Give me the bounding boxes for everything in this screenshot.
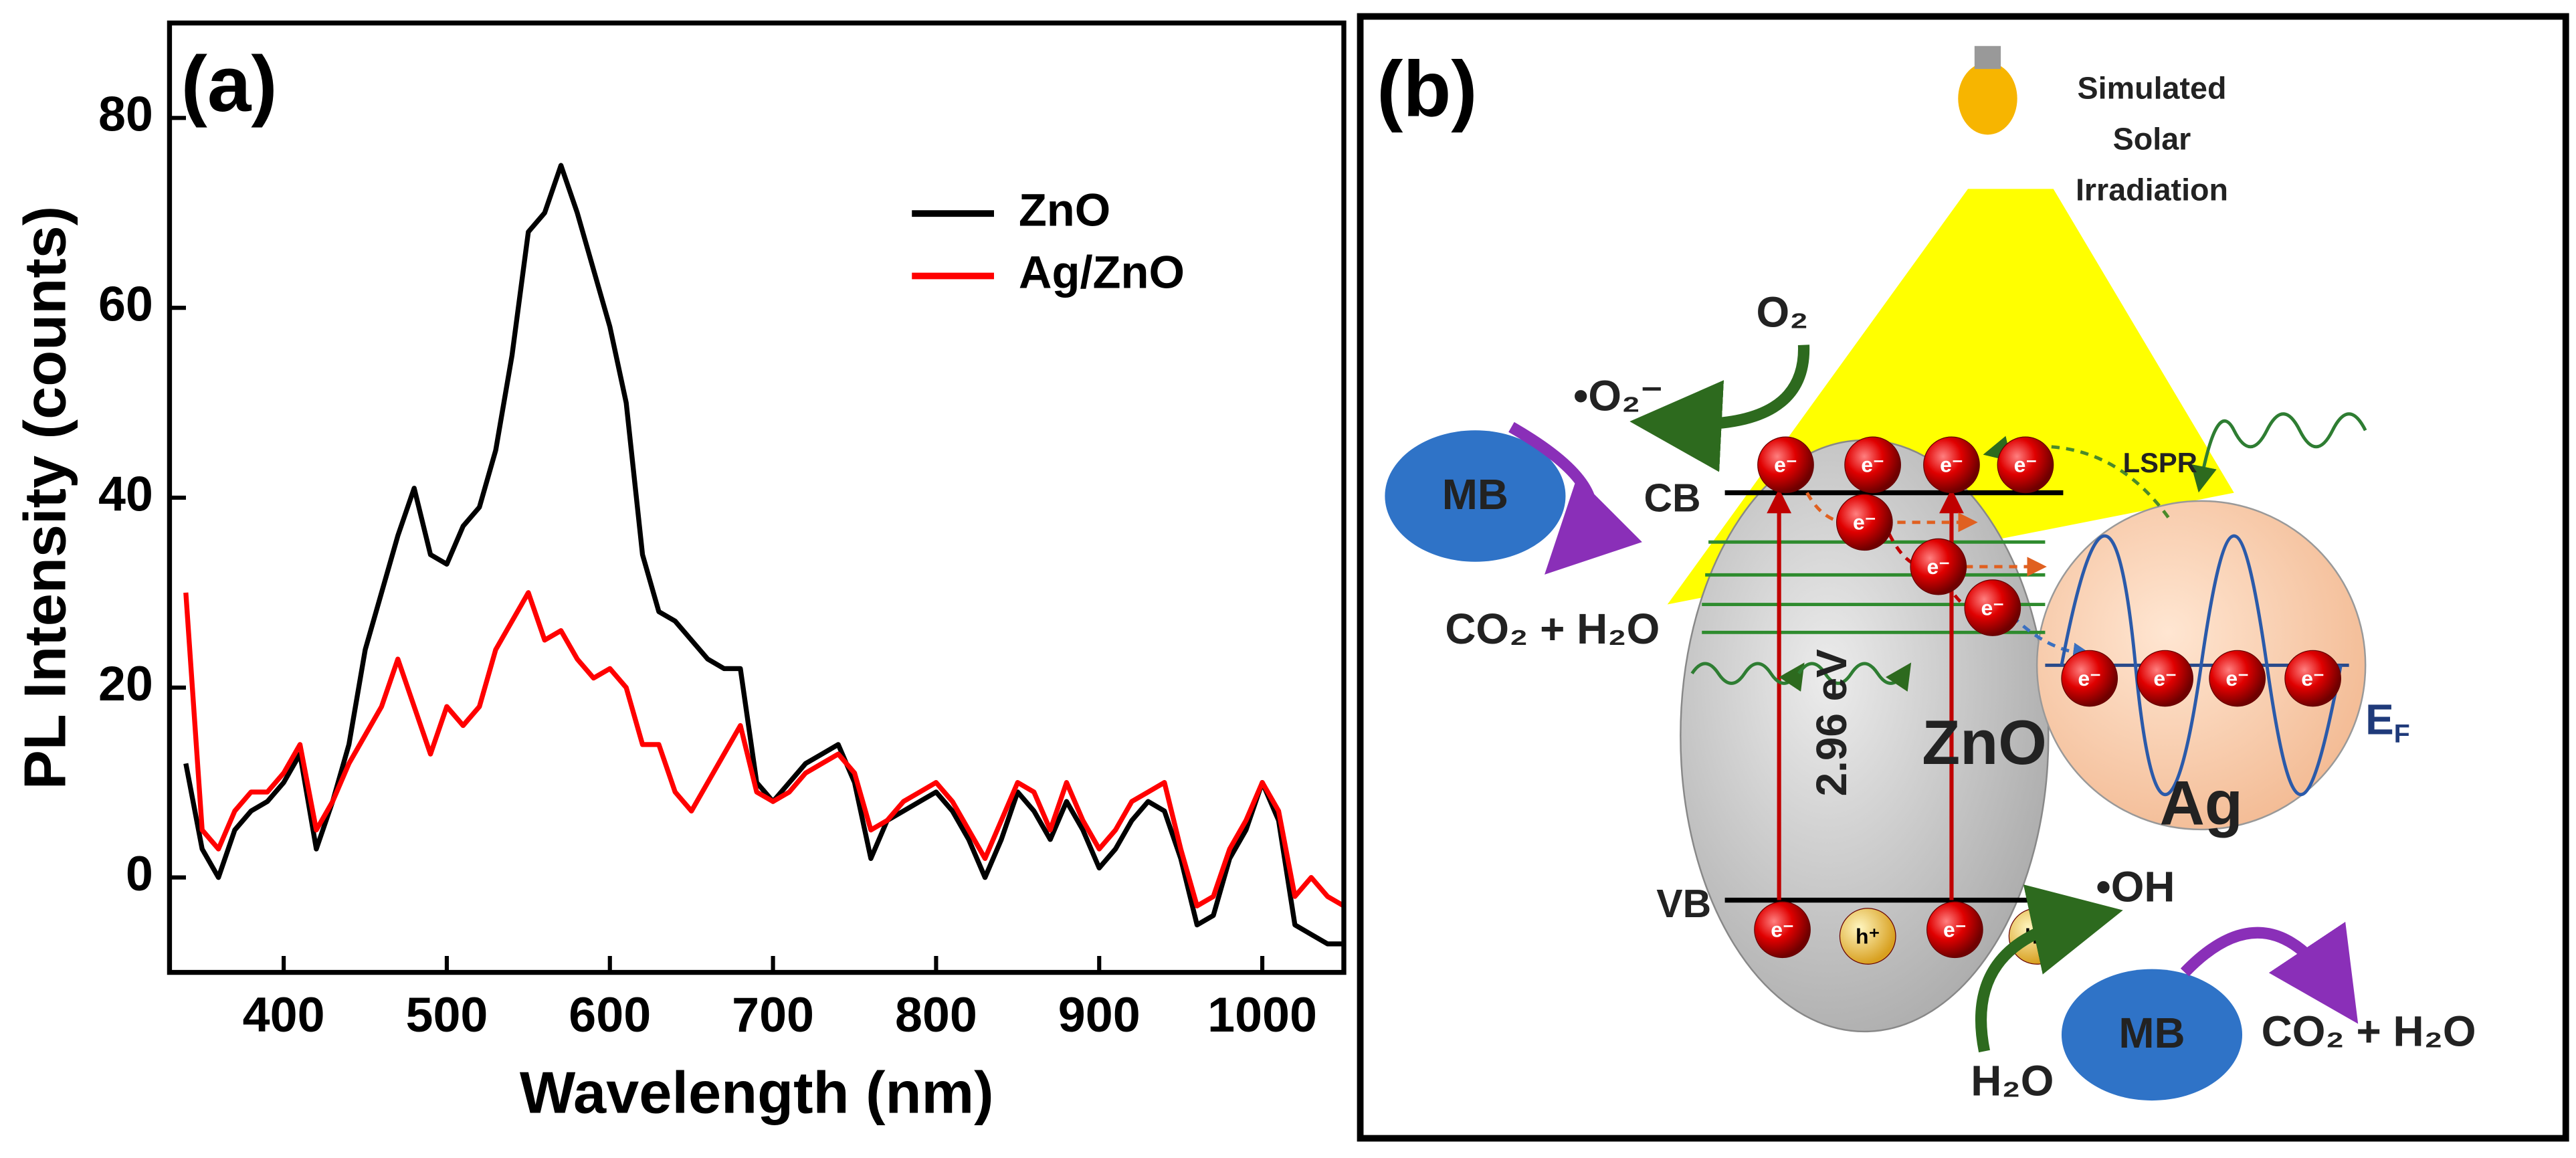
electron xyxy=(2061,650,2118,707)
band-gap-label: 2.96 eV xyxy=(1807,649,1856,796)
electron-label: e⁻ xyxy=(1943,918,1967,942)
electron xyxy=(1844,436,1901,494)
x-tick-label: 500 xyxy=(405,987,488,1042)
electron xyxy=(2137,650,2193,707)
oxygen-label: O₂ xyxy=(1757,288,1809,336)
electron xyxy=(1997,436,2054,494)
mb-label: MB xyxy=(2118,1009,2185,1057)
electron xyxy=(1836,494,1893,551)
y-tick-label: 60 xyxy=(98,276,153,332)
electron-label: e⁻ xyxy=(1927,555,1951,579)
products-label: CO₂ + H₂O xyxy=(2262,1007,2476,1056)
electron-label: e⁻ xyxy=(1981,595,2005,619)
cb-label: CB xyxy=(1644,476,1700,520)
light-label: Simulated xyxy=(2078,70,2227,105)
electron xyxy=(1923,436,1980,494)
y-tick-label: 20 xyxy=(98,656,153,711)
fermi-label: EF xyxy=(2365,695,2410,749)
hole-label: h⁺ xyxy=(1856,924,1880,948)
hydroxyl-label: •OH xyxy=(2096,863,2175,911)
lspr-label: LSPR xyxy=(2123,447,2197,478)
mb-dye xyxy=(1385,430,1566,562)
plot-frame xyxy=(167,20,1347,975)
electron xyxy=(1964,579,2021,636)
chart-panel: (a) 0 20 40 60 80 400 500 600 700 800 900 1000 Wavele… xyxy=(12,20,1347,1125)
electron-label: e⁻ xyxy=(2301,666,2324,690)
panel-label: (a) xyxy=(181,39,278,128)
electron-label: e⁻ xyxy=(2078,666,2101,690)
water-label: H₂O xyxy=(1971,1056,2054,1104)
mb-dye xyxy=(2061,969,2243,1101)
products-label: CO₂ + H₂O xyxy=(1445,605,1660,653)
electron-label: e⁻ xyxy=(1774,453,1797,477)
mb-label: MB xyxy=(1442,470,1508,518)
electron-label: e⁻ xyxy=(1861,453,1884,477)
vb-label: VB xyxy=(1656,882,1711,926)
legend-label: ZnO xyxy=(1019,184,1110,235)
zno-label: ZnO xyxy=(1922,708,2047,777)
electron-label: e⁻ xyxy=(1771,918,1794,942)
y-tick-label: 0 xyxy=(126,846,153,901)
electron xyxy=(1757,436,1814,494)
electron xyxy=(1910,538,1967,595)
electron xyxy=(2209,650,2266,707)
x-tick-label: 600 xyxy=(569,987,651,1042)
electron-label: e⁻ xyxy=(2225,666,2249,690)
electron xyxy=(1926,901,1983,959)
x-tick-label: 400 xyxy=(243,987,325,1042)
legend-label: Ag/ZnO xyxy=(1019,247,1185,298)
light-label: Irradiation xyxy=(2076,173,2228,207)
electrons-holes: e⁻ e⁻ e⁻ e⁻e⁻e⁻e⁻e⁻ e⁻ e⁻ e⁻e⁻ e⁻h⁺ h⁺ xyxy=(1754,436,2341,965)
x-axis-label: Wavelength (nm) xyxy=(520,1059,994,1125)
ag-label: Ag xyxy=(2159,769,2242,838)
x-tick-label: 700 xyxy=(732,987,814,1042)
electron xyxy=(1754,901,1811,959)
electron xyxy=(2284,650,2341,707)
electron-label: e⁻ xyxy=(1940,453,1963,477)
y-tick-label: 80 xyxy=(98,86,153,142)
y-tick-label: 40 xyxy=(98,466,153,521)
electron-label: e⁻ xyxy=(2014,453,2038,477)
fermi-symbol: E xyxy=(2365,695,2394,743)
series-line xyxy=(183,163,1344,947)
electron-label: e⁻ xyxy=(2153,666,2177,690)
x-tick-label: 800 xyxy=(895,987,977,1042)
light-label: Solar xyxy=(2113,121,2191,156)
x-tick-label: 900 xyxy=(1058,987,1141,1042)
light-waves xyxy=(1690,412,2367,692)
y-axis-label: PL Intensity (counts) xyxy=(12,206,78,789)
fermi-subscript: F xyxy=(2394,719,2410,749)
bulb xyxy=(1958,45,2017,135)
diagram-panel: (b) Simulated Solar Irradiation xyxy=(1357,13,2569,1142)
plasmon-wave xyxy=(2060,534,2343,797)
reaction-arrows xyxy=(1508,345,2359,1053)
panel-label: (b) xyxy=(1377,45,1477,133)
hole xyxy=(1839,908,1896,965)
electron-label: e⁻ xyxy=(1853,510,1876,535)
panel-frame xyxy=(1357,13,2569,1142)
x-tick-label: 1000 xyxy=(1207,987,1317,1042)
superoxide-label: •O₂⁻ xyxy=(1573,372,1663,420)
series-line xyxy=(183,590,1345,908)
